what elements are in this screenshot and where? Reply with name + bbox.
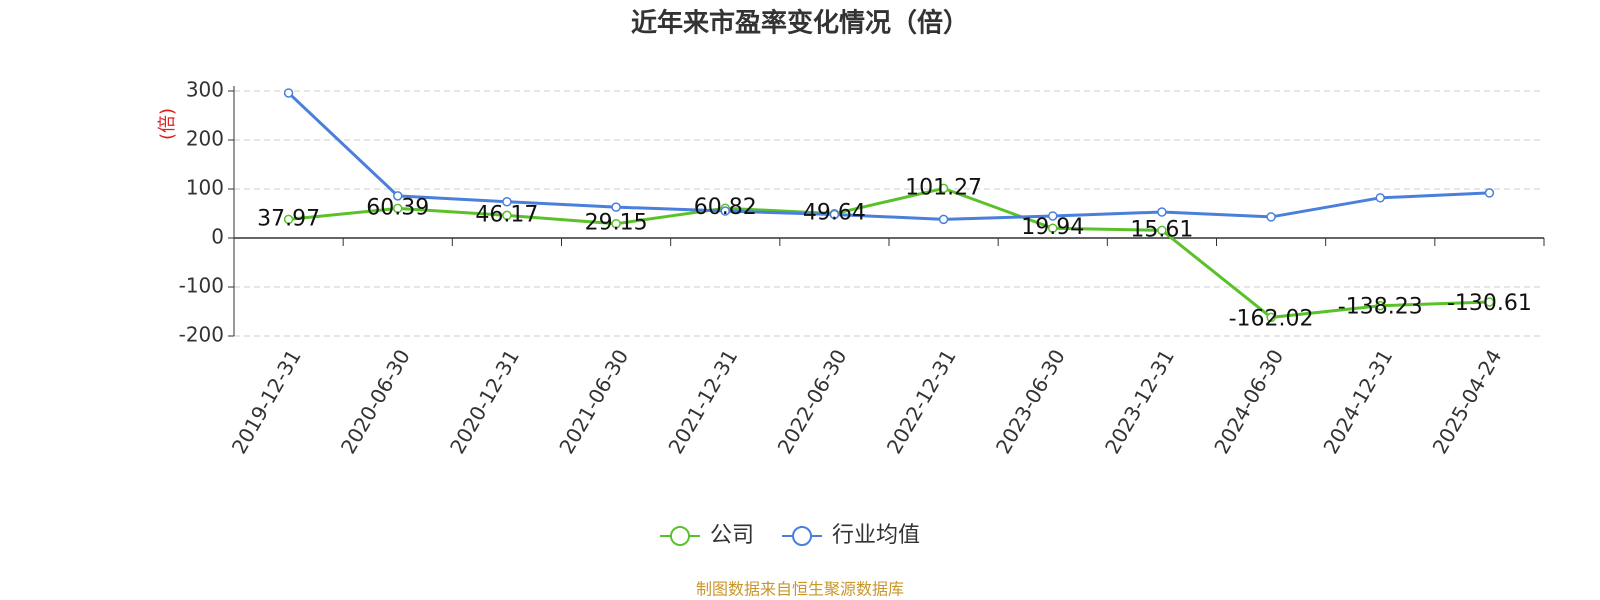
y-axis-label: (倍) <box>157 108 178 140</box>
x-tick-label: 2022-12-31 <box>882 345 961 458</box>
legend-label[interactable]: 公司 <box>710 523 754 548</box>
data-point <box>720 206 730 216</box>
data-label: 29.15 <box>585 211 648 236</box>
data-point <box>1157 207 1167 217</box>
data-point <box>1484 188 1495 198</box>
data-point <box>502 210 512 221</box>
y-tick-label: 0 <box>211 225 224 249</box>
data-point <box>283 214 294 225</box>
x-tick-label: 2024-06-30 <box>1209 345 1288 458</box>
x-tick-label: 2020-12-31 <box>445 345 524 458</box>
data-point <box>1266 212 1276 222</box>
x-tick-label: 2021-06-30 <box>554 345 633 458</box>
data-point <box>1375 193 1385 203</box>
data-point <box>393 191 403 201</box>
x-tick-label: 2021-12-31 <box>663 345 742 458</box>
data-point <box>393 203 403 214</box>
data-point <box>829 209 840 220</box>
x-tick-label: 2025-04-24 <box>1428 345 1507 458</box>
x-tick-label: 2024-12-31 <box>1318 345 1397 458</box>
data-point <box>283 88 294 98</box>
data-point <box>1048 211 1058 221</box>
data-label: 60.82 <box>694 195 757 220</box>
data-label: -138.23 <box>1338 295 1423 320</box>
source-note: 制图数据来自恒生聚源数据库 <box>696 580 904 599</box>
data-label: 19.94 <box>1021 215 1084 240</box>
data-label: -130.61 <box>1447 291 1532 316</box>
x-tick-label: 2022-06-30 <box>773 345 852 458</box>
legend-swatch[interactable] <box>792 526 813 546</box>
data-point <box>938 183 949 194</box>
data-label: 15.61 <box>1130 217 1193 242</box>
y-tick-label: 200 <box>186 127 224 151</box>
data-point <box>611 202 621 212</box>
x-tick-label: 2023-06-30 <box>991 345 1070 458</box>
data-point <box>1266 312 1276 323</box>
legend-label[interactable]: 行业均值 <box>832 523 920 548</box>
data-point <box>938 214 949 225</box>
x-tick-label: 2020-06-30 <box>336 345 415 458</box>
series-line <box>288 186 1490 319</box>
y-tick-label: -200 <box>179 323 224 347</box>
x-tick-label: 2019-12-31 <box>227 345 306 458</box>
data-point <box>611 218 621 229</box>
data-label: 49.64 <box>803 201 866 226</box>
legend-swatch[interactable] <box>670 526 690 546</box>
data-point <box>1375 300 1385 311</box>
data-point <box>1484 297 1495 307</box>
data-point <box>1048 223 1058 233</box>
data-point <box>1157 225 1167 236</box>
series-line <box>287 91 1490 221</box>
y-tick-label: -100 <box>179 274 224 298</box>
data-point <box>502 196 512 207</box>
y-tick-label: 100 <box>186 176 224 200</box>
chart-title: 近年来市盈率变化情况（倍） <box>631 8 969 39</box>
data-label: 101.27 <box>905 175 982 200</box>
data-label: -162.02 <box>1229 306 1314 331</box>
y-tick-label: 300 <box>186 78 224 102</box>
data-label: 46.17 <box>475 202 538 227</box>
x-tick-label: 2023-12-31 <box>1100 345 1179 458</box>
data-label: 37.97 <box>257 206 320 231</box>
data-label: 60.39 <box>366 195 429 220</box>
